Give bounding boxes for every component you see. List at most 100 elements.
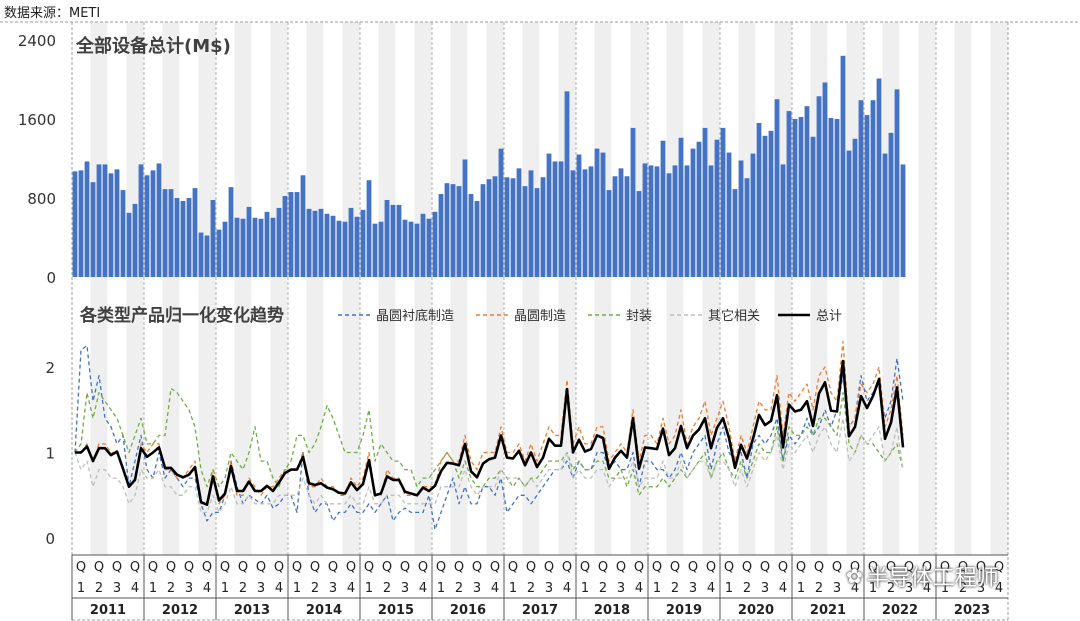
quarter-shade	[306, 22, 324, 555]
quarter-shade	[522, 22, 540, 555]
quarter-number: 2	[599, 581, 607, 596]
line-y-tick-label: 0	[45, 530, 55, 548]
bar	[312, 210, 318, 277]
quarter-number: 1	[869, 581, 877, 596]
bar	[810, 136, 816, 277]
bar	[114, 169, 120, 277]
quarter-number: 2	[239, 581, 247, 596]
bar	[216, 229, 222, 277]
quarter-number: 1	[293, 581, 301, 596]
bar	[606, 190, 612, 277]
bar	[246, 206, 252, 277]
quarter-shade	[414, 22, 432, 555]
quarter-number: 1	[221, 581, 229, 596]
bar	[450, 184, 456, 277]
bar-chart-title: 全部设备总计(M$)	[75, 35, 231, 57]
quarter-shade	[270, 22, 288, 555]
bar	[564, 91, 570, 277]
bar	[108, 173, 114, 277]
bar	[342, 221, 348, 277]
quarter-number: 1	[797, 581, 805, 596]
year-label: 2012	[162, 603, 198, 618]
quarter-prefix: Q	[310, 560, 320, 575]
bar	[168, 189, 174, 277]
quarter-shade	[954, 22, 972, 555]
quarter-prefix: Q	[292, 560, 302, 575]
bar	[126, 212, 132, 277]
quarter-prefix: Q	[778, 560, 788, 575]
watermark: ✿ 半导体工程师	[846, 560, 999, 592]
year-label: 2013	[234, 603, 270, 618]
quarter-prefix: Q	[490, 560, 500, 575]
bar	[630, 127, 636, 277]
quarter-shade	[666, 22, 684, 555]
quarter-number: 2	[887, 581, 895, 596]
bar	[462, 159, 468, 277]
quarter-prefix: Q	[724, 560, 734, 575]
year-label: 2018	[594, 603, 630, 618]
quarter-prefix: Q	[994, 560, 1004, 575]
bar	[294, 192, 300, 277]
bar	[624, 176, 630, 277]
bar	[798, 117, 804, 278]
year-label: 2015	[378, 603, 414, 618]
quarter-prefix: Q	[130, 560, 140, 575]
bar	[222, 221, 228, 277]
quarter-shade	[702, 22, 720, 555]
bar	[252, 217, 258, 277]
bar	[228, 187, 234, 277]
bar	[600, 152, 606, 277]
bar	[480, 184, 486, 277]
x-axis-table: Q1Q2Q3Q42011Q1Q2Q3Q42012Q1Q2Q3Q42013Q1Q2…	[71, 554, 1008, 621]
quarter-number: 1	[149, 581, 157, 596]
quarter-number: 4	[923, 581, 931, 596]
quarter-prefix: Q	[472, 560, 482, 575]
quarter-shade	[486, 22, 504, 555]
quarter-prefix: Q	[94, 560, 104, 575]
quarter-prefix: Q	[598, 560, 608, 575]
bar	[816, 96, 822, 277]
bar	[540, 177, 546, 277]
series-line	[74, 417, 904, 514]
quarter-prefix: Q	[166, 560, 176, 575]
year-label: 2023	[954, 603, 990, 618]
series-line	[75, 359, 905, 507]
quarter-number: 3	[545, 581, 553, 596]
quarter-number: 4	[203, 581, 211, 596]
bar	[708, 165, 714, 277]
bar	[792, 119, 798, 277]
quarter-prefix: Q	[220, 560, 230, 575]
quarter-prefix: Q	[112, 560, 122, 575]
quarter-number: 3	[833, 581, 841, 596]
quarter-prefix: Q	[904, 560, 914, 575]
bar	[144, 175, 150, 277]
quarter-prefix: Q	[868, 560, 878, 575]
quarter-shade	[198, 22, 216, 555]
quarter-prefix: Q	[706, 560, 716, 575]
bar	[594, 148, 600, 277]
bar	[150, 170, 156, 277]
bar	[714, 139, 720, 277]
bar	[864, 115, 870, 277]
bar	[444, 183, 450, 277]
bar	[552, 161, 558, 277]
bar	[438, 194, 444, 277]
bar	[834, 119, 840, 277]
quarter-number: 1	[77, 581, 85, 596]
bar	[666, 173, 672, 277]
quarter-prefix: Q	[652, 560, 662, 575]
quarter-prefix: Q	[418, 560, 428, 575]
quarter-number: 2	[455, 581, 463, 596]
bar	[318, 208, 324, 277]
quarter-number: 2	[527, 581, 535, 596]
bar	[72, 171, 78, 277]
quarter-shade	[90, 22, 108, 555]
bar	[732, 189, 738, 277]
quarter-shade	[378, 22, 396, 555]
quarter-prefix: Q	[796, 560, 806, 575]
bar-y-tick-label: 2400	[18, 32, 56, 50]
bar	[882, 153, 888, 277]
quarter-number: 2	[959, 581, 967, 596]
quarter-number: 4	[635, 581, 643, 596]
series-line	[74, 387, 904, 496]
